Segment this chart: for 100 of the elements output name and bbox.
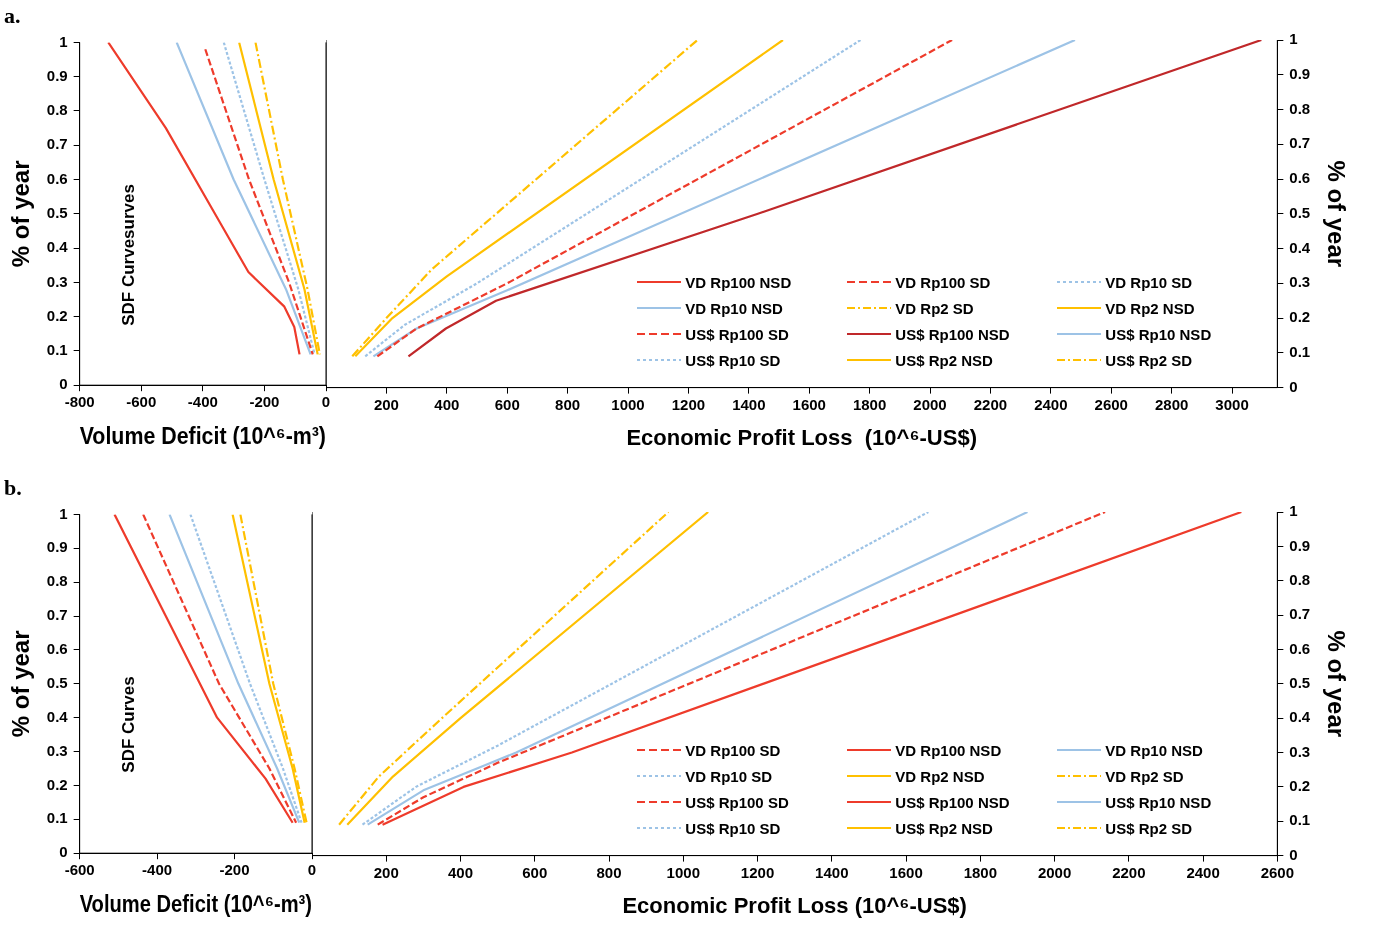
y-tick-label: 0.9 xyxy=(46,538,68,556)
x-axis-title: Economic Profit Loss (10^⁶-US$) xyxy=(622,892,967,918)
y-tick-label: 0.9 xyxy=(1289,536,1311,554)
x-tick-label: 1800 xyxy=(963,863,998,881)
y-tick-label: 0.7 xyxy=(1289,134,1311,152)
x-tick-label: 1200 xyxy=(671,395,706,413)
x-tick-label: 1200 xyxy=(740,863,775,881)
chart-title: b. xyxy=(4,474,22,500)
legend-label: US$ Rp10 NSD xyxy=(1105,325,1212,343)
legend-label: US$ Rp10 NSD xyxy=(1105,793,1212,811)
x-tick-label: 800 xyxy=(555,395,581,413)
x-tick-label: 2000 xyxy=(913,395,947,413)
y-tick-label: 0.5 xyxy=(1289,673,1311,691)
x-tick-label: 2400 xyxy=(1186,863,1220,881)
x-tick-label: -200 xyxy=(249,393,280,411)
x-tick-label: -200 xyxy=(219,861,250,879)
y-tick-label: 0.7 xyxy=(46,606,68,624)
y-tick-label: 0.2 xyxy=(46,775,68,793)
x-tick-label: -400 xyxy=(142,861,173,879)
y-tick-label: 0.5 xyxy=(46,203,68,221)
x-tick-label: 1600 xyxy=(792,395,826,413)
x-tick-label: 1000 xyxy=(611,395,645,413)
x-tick-label: 1800 xyxy=(852,395,887,413)
y-tick-label: 0.3 xyxy=(1289,742,1311,760)
y-tick-label: 0.4 xyxy=(46,707,69,725)
x-tick-label: -600 xyxy=(64,861,95,879)
annotation: SDF Curvesurves xyxy=(119,184,139,326)
x-tick-label: 2000 xyxy=(1037,863,1072,881)
x-axis-title: Economic Profit Loss (10^⁶-US$) xyxy=(626,424,977,450)
y-axis-title: % of year xyxy=(1322,160,1350,268)
line-series xyxy=(222,42,316,356)
y-tick-label: 0.6 xyxy=(46,169,68,187)
annotation: SDF Curves xyxy=(119,676,139,773)
y-tick-label: 0 xyxy=(1289,845,1298,863)
y-tick-label: 0.3 xyxy=(46,741,68,759)
legend-label: US$ Rp100 NSD xyxy=(895,325,1010,343)
legend-label: VD Rp10 SD xyxy=(1105,273,1193,291)
x-tick-label: 200 xyxy=(373,395,399,413)
y-tick-label: 0.2 xyxy=(1289,308,1311,326)
y-tick-label: 0.6 xyxy=(46,640,68,658)
x-tick-label: 0 xyxy=(321,393,331,411)
y-tick-label: 0.5 xyxy=(46,673,68,691)
x-tick-label: 1400 xyxy=(815,863,849,881)
y-tick-label: 1 xyxy=(59,504,68,522)
x-tick-label: -800 xyxy=(64,393,95,411)
y-tick-label: 0.6 xyxy=(1289,169,1311,187)
y-axis-title: % of year xyxy=(7,160,35,268)
y-tick-label: 0.8 xyxy=(46,572,68,590)
legend-label: VD Rp10 NSD xyxy=(1105,741,1203,759)
x-tick-label: 0 xyxy=(307,861,317,879)
x-tick-label: 2200 xyxy=(973,395,1008,413)
legend-label: VD Rp2 NSD xyxy=(1105,299,1195,317)
legend-label: VD Rp2 NSD xyxy=(895,767,985,785)
x-tick-label: 1400 xyxy=(732,395,766,413)
legend-label: US$ Rp2 NSD xyxy=(895,819,993,837)
y-tick-label: 0.8 xyxy=(46,101,68,119)
legend-label: US$ Rp2 SD xyxy=(1105,351,1193,369)
y-axis-title: % of year xyxy=(7,630,35,738)
y-tick-label: 0.4 xyxy=(1289,708,1311,726)
x-tick-label: 3000 xyxy=(1215,395,1249,413)
y-tick-label: 0.9 xyxy=(1289,64,1311,82)
legend-label: VD Rp2 SD xyxy=(895,299,974,317)
y-tick-label: 0.8 xyxy=(1289,99,1311,117)
line-series xyxy=(204,48,314,356)
y-tick-label: 0.1 xyxy=(1289,811,1311,829)
x-tick-label: 2600 xyxy=(1094,395,1128,413)
x-tick-label: 400 xyxy=(448,863,474,881)
y-tick-label: 0 xyxy=(59,843,68,861)
x-tick-label: 200 xyxy=(373,863,399,881)
legend-label: US$ Rp10 SD xyxy=(685,819,781,837)
legend-label: US$ Rp100 SD xyxy=(685,793,789,811)
x-axis-title: Volume Deficit (10^⁶-m³) xyxy=(79,422,326,450)
y-axis-title: % of year xyxy=(1322,630,1350,738)
x-tick-label: 600 xyxy=(522,863,548,881)
legend-label: VD Rp100 SD xyxy=(685,741,781,759)
y-tick-label: 0.8 xyxy=(1289,570,1311,588)
x-tick-label: 400 xyxy=(434,395,460,413)
y-tick-label: 0.4 xyxy=(1289,238,1311,256)
x-tick-label: 2200 xyxy=(1112,863,1146,881)
y-tick-label: 0.7 xyxy=(46,135,68,153)
legend-label: US$ Rp10 SD xyxy=(685,351,781,369)
x-tick-label: -600 xyxy=(126,393,157,411)
x-tick-label: 2600 xyxy=(1260,863,1295,881)
x-axis-title: Volume Deficit (10^⁶-m³) xyxy=(79,890,312,918)
legend-label: VD Rp10 SD xyxy=(685,767,773,785)
y-tick-label: 0.7 xyxy=(1289,605,1311,623)
y-tick-label: 0.5 xyxy=(1289,203,1311,221)
legend-label: US$ Rp100 SD xyxy=(685,325,789,343)
y-tick-label: 0.3 xyxy=(1289,273,1311,291)
y-tick-label: 0.2 xyxy=(46,306,68,324)
y-tick-label: 0.6 xyxy=(1289,639,1311,657)
legend-label: VD Rp2 SD xyxy=(1105,767,1184,785)
legend-label: VD Rp10 NSD xyxy=(685,299,783,317)
x-tick-label: 2800 xyxy=(1154,395,1189,413)
x-tick-label: 1000 xyxy=(666,863,700,881)
y-tick-label: 0.3 xyxy=(46,272,68,290)
x-tick-label: 800 xyxy=(596,863,622,881)
y-tick-label: 0 xyxy=(1289,377,1298,395)
legend-label: US$ Rp100 NSD xyxy=(895,793,1010,811)
legend-label: US$ Rp2 NSD xyxy=(895,351,993,369)
